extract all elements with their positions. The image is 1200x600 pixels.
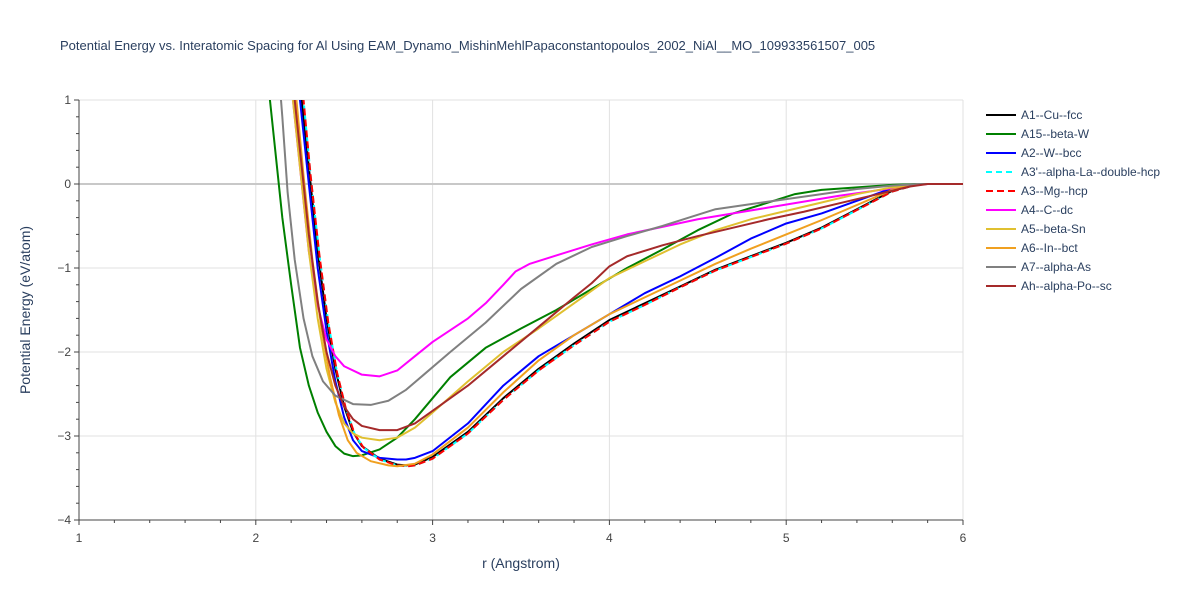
y-tick-label: 0 [64,177,71,191]
legend-item[interactable]: A6--In--bct [986,241,1078,255]
axes [74,99,964,525]
series-line-1 [268,100,963,458]
y-tick-label: −4 [57,513,71,527]
legend-item[interactable]: A3--Mg--hcp [986,184,1088,198]
legend-label: A3--Mg--hcp [1021,184,1088,198]
x-tick-label: 2 [252,531,259,545]
series-line-9 [293,100,963,432]
x-tick-label: 4 [606,531,613,545]
series-line-4 [302,100,963,468]
series-line-2 [298,100,963,461]
legend-item[interactable]: A4--C--dc [986,203,1073,217]
y-tick-label: −1 [57,261,71,275]
legend-label: Ah--alpha-Po--sc [1021,279,1112,293]
legend-item[interactable]: Ah--alpha-Po--sc [986,279,1112,293]
legend-item[interactable]: A5--beta-Sn [986,222,1086,236]
legend-label: A1--Cu--fcc [1021,108,1082,122]
legend-label: A5--beta-Sn [1021,222,1086,236]
x-tick-labels: 1 2 3 4 5 6 [76,531,967,545]
legend-label: A7--alpha-As [1021,260,1091,274]
series-line-5 [291,100,963,378]
chart-title: Potential Energy vs. Interatomic Spacing… [60,38,875,53]
y-axis-label: Potential Energy (eV/atom) [17,226,33,394]
series-line-6 [291,100,963,442]
series-lines [268,100,963,468]
x-tick-label: 5 [783,531,790,545]
x-axis-label: r (Angstrom) [482,555,560,571]
y-tick-labels: 1 0 −1 −2 −3 −4 [57,93,71,527]
series-line-8 [279,100,963,406]
legend-item[interactable]: A3'--alpha-La--double-hcp [986,165,1160,179]
y-tick-label: 1 [64,93,71,107]
x-tick-label: 1 [76,531,83,545]
legend-label: A3'--alpha-La--double-hcp [1021,165,1160,179]
x-tick-label: 6 [960,531,967,545]
legend-item[interactable]: A15--beta-W [986,127,1090,141]
legend-item[interactable]: A7--alpha-As [986,260,1091,274]
series-line-7 [295,100,963,468]
grid-lines [79,99,964,520]
y-tick-label: −3 [57,429,71,443]
legend-label: A4--C--dc [1021,203,1073,217]
legend-item[interactable]: A2--W--bcc [986,146,1081,160]
legend-label: A15--beta-W [1021,127,1090,141]
x-tick-label: 3 [429,531,436,545]
legend-item[interactable]: A1--Cu--fcc [986,108,1082,122]
y-tick-label: −2 [57,345,71,359]
legend[interactable]: A1--Cu--fcc A15--beta-W A2--W--bcc A3'--alp… [986,108,1160,293]
legend-label: A6--In--bct [1021,241,1078,255]
legend-label: A2--W--bcc [1021,146,1081,160]
